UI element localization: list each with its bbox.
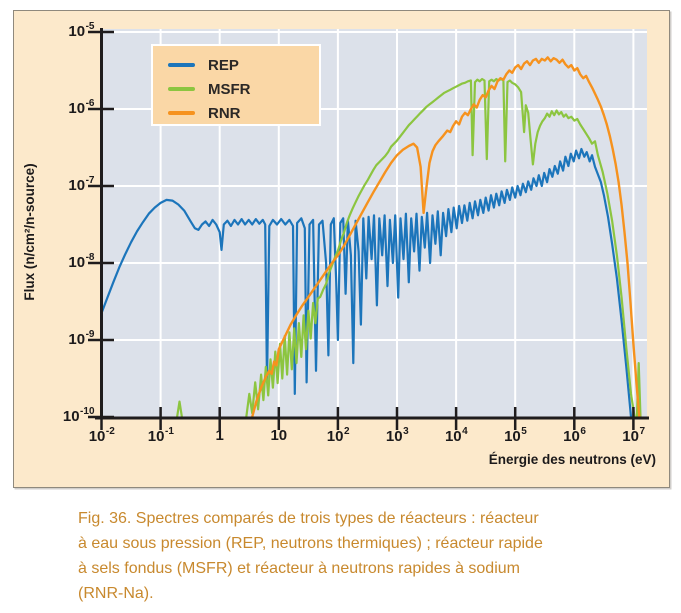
curve-rnr bbox=[250, 56, 641, 419]
msfr-line-swatch bbox=[168, 86, 195, 92]
curve-rep bbox=[100, 147, 633, 419]
legend-label: RNR bbox=[208, 104, 241, 122]
chart-legend: REP MSFR RNR bbox=[151, 44, 321, 126]
legend-item-msfr: MSFR bbox=[153, 77, 319, 101]
curve-msfr bbox=[176, 400, 183, 419]
figure-caption: Fig. 36. Spectres comparés de trois type… bbox=[78, 510, 543, 602]
curve-msfr bbox=[245, 77, 636, 419]
legend-item-rep: REP bbox=[153, 53, 319, 77]
rep-line-swatch bbox=[168, 62, 195, 68]
legend-item-rnr: RNR bbox=[153, 101, 319, 125]
legend-label: MSFR bbox=[208, 80, 251, 98]
rnr-line-swatch bbox=[168, 110, 195, 116]
legend-label: REP bbox=[208, 56, 239, 74]
